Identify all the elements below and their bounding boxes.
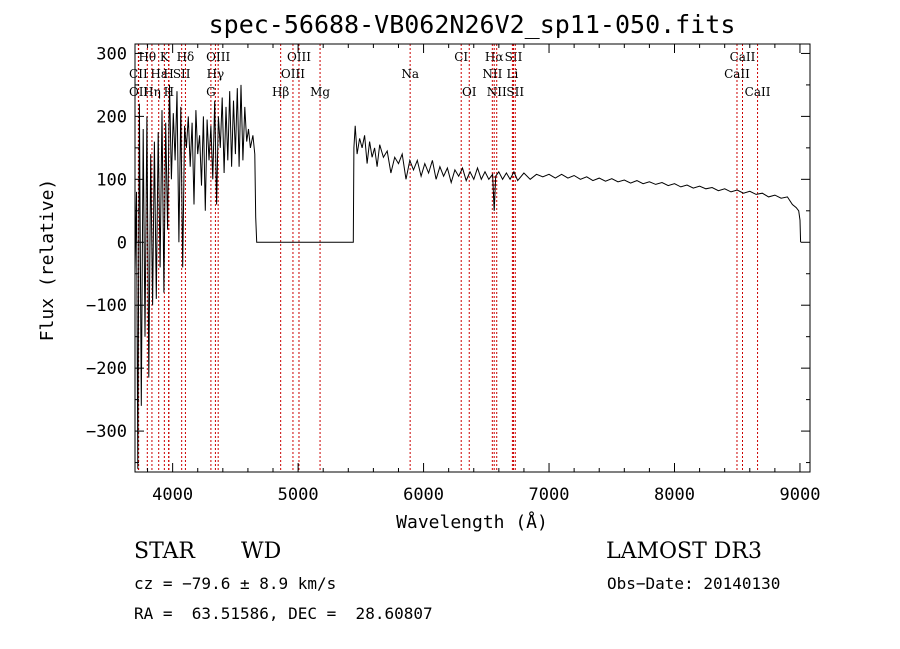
- spectral-line-label: Hθ: [138, 50, 156, 64]
- spectral-line-label: Li: [506, 67, 518, 81]
- spectral-line-label: Hα: [485, 50, 504, 64]
- spectral-line-label: Hβ: [272, 85, 289, 99]
- spectral-line-label: Hε: [150, 67, 167, 81]
- survey-name: LAMOST DR3: [606, 539, 762, 564]
- spectral-line-label: Hη: [143, 85, 161, 99]
- spectral-line-label: H: [164, 85, 174, 99]
- spectral-line-label: OIII: [287, 50, 311, 64]
- spectral-line-label: Mg: [310, 85, 330, 99]
- sky-coordinates: RA = 63.51586, DEC = 28.60807: [134, 604, 433, 623]
- spectral-line-label: OIII: [206, 50, 230, 64]
- x-tick-label: 6000: [403, 485, 444, 505]
- spectral-line-label: K: [160, 50, 170, 64]
- x-tick-label: 7000: [529, 485, 570, 505]
- flux-series-line: [134, 84, 802, 469]
- y-tick-label: 100: [96, 170, 127, 190]
- spectral-line-label: SII: [173, 67, 191, 81]
- x-tick-label: 5000: [278, 485, 319, 505]
- chart-title: spec-56688-VB062N26V2_sp11-050.fits: [209, 10, 736, 39]
- spectral-line-label: OII: [129, 85, 149, 99]
- spectral-line-label: NII: [482, 67, 502, 81]
- y-tick-label: 0: [117, 233, 127, 253]
- y-tick-label: 200: [96, 107, 127, 127]
- x-axis-label: Wavelength (Å): [396, 511, 548, 533]
- x-tick-label: 9000: [779, 485, 820, 505]
- plot-area: HθKHδOIIIOIIICIHαSIICaIICIIHεHSIIHγOIIIN…: [86, 43, 820, 505]
- object-class: STAR: [134, 539, 195, 564]
- spectral-line-label: G: [206, 85, 216, 99]
- observation-date: Obs−Date: 20140130: [607, 574, 781, 593]
- spectral-line-label: SII: [505, 50, 523, 64]
- spectral-line-label: OI: [462, 85, 477, 99]
- spectral-line-label: Hγ: [207, 67, 225, 81]
- spectral-line-label: SII: [506, 85, 524, 99]
- y-axis-label: Flux (relative): [37, 179, 58, 342]
- spectral-line-label: CaII: [730, 50, 756, 64]
- spectral-line-label: NII: [487, 85, 507, 99]
- spectral-line-label: CaII: [724, 67, 750, 81]
- y-tick-label: 300: [96, 44, 127, 64]
- x-tick-label: 8000: [654, 485, 695, 505]
- spectral-line-label: CaII: [745, 85, 771, 99]
- y-tick-label: −300: [86, 422, 127, 442]
- spectral-line-label: Hδ: [177, 50, 195, 64]
- x-tick-label: 4000: [152, 485, 193, 505]
- spectral-line-label: OIII: [281, 67, 305, 81]
- spectral-line-label: Na: [401, 67, 419, 81]
- y-tick-label: −100: [86, 296, 127, 316]
- spectral-line-label: CI: [454, 50, 468, 64]
- y-tick-label: −200: [86, 359, 127, 379]
- object-subclass: WD: [241, 539, 282, 564]
- redshift-velocity: cz = −79.6 ± 8.9 km/s: [134, 574, 337, 593]
